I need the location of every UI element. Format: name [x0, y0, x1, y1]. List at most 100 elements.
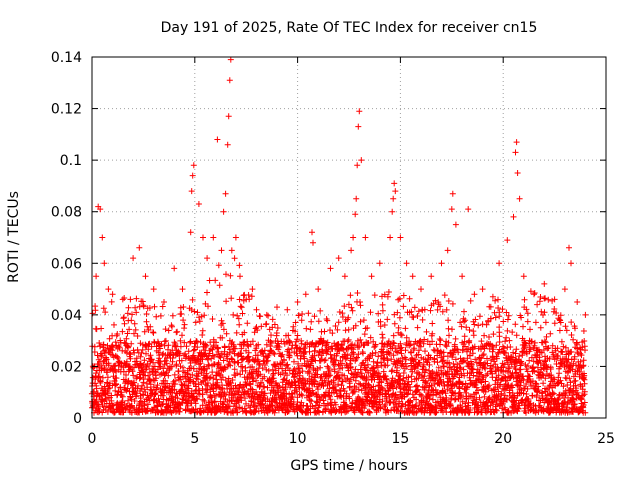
data-point	[203, 342, 210, 349]
data-point	[123, 372, 129, 378]
data-point	[471, 321, 478, 328]
data-point	[335, 255, 342, 262]
data-point	[173, 329, 180, 336]
data-point	[582, 347, 588, 354]
data-point	[580, 392, 587, 399]
data-point	[513, 332, 520, 339]
data-point	[119, 328, 126, 335]
data-point	[471, 291, 478, 298]
data-point	[294, 399, 301, 405]
data-point	[227, 272, 234, 279]
x-tick-label: 5	[190, 431, 199, 447]
data-point	[91, 343, 98, 350]
data-point	[101, 383, 108, 390]
data-point	[148, 356, 155, 363]
data-point	[351, 388, 358, 395]
data-point	[121, 295, 128, 301]
data-point	[440, 363, 447, 370]
data-point	[115, 343, 122, 350]
data-point	[464, 348, 470, 355]
data-point	[267, 338, 274, 345]
axis-ticks	[91, 56, 607, 419]
data-point	[190, 162, 197, 169]
data-point	[440, 349, 447, 356]
data-point	[437, 303, 444, 310]
data-point	[343, 390, 350, 397]
data-point	[432, 375, 439, 382]
data-point	[461, 308, 467, 315]
data-point	[574, 389, 581, 396]
data-point	[367, 334, 374, 341]
data-point	[218, 247, 225, 254]
data-point	[520, 323, 526, 330]
data-point	[101, 260, 108, 267]
data-point	[401, 380, 408, 387]
data-point	[209, 346, 216, 353]
data-point	[391, 340, 398, 347]
data-point	[112, 362, 119, 369]
data-point	[310, 389, 317, 396]
data-point	[527, 379, 534, 386]
data-point	[189, 371, 196, 378]
data-point	[332, 401, 339, 408]
data-point	[191, 308, 198, 315]
data-point	[477, 399, 484, 406]
data-point	[394, 309, 401, 316]
data-point	[199, 332, 206, 338]
data-point	[196, 314, 202, 321]
data-point	[427, 307, 434, 314]
data-point	[513, 139, 520, 146]
data-point	[429, 330, 436, 337]
data-point	[542, 295, 549, 302]
data-point	[381, 354, 388, 361]
data-point	[527, 288, 534, 295]
data-point	[156, 355, 163, 362]
data-point	[201, 312, 208, 319]
data-point	[123, 358, 130, 365]
data-point	[563, 327, 570, 334]
data-point	[568, 348, 575, 355]
data-point	[448, 206, 455, 213]
data-point	[214, 136, 221, 143]
data-point	[242, 395, 248, 402]
data-point	[187, 229, 194, 236]
data-point	[582, 311, 589, 318]
data-point	[346, 395, 353, 402]
data-point	[286, 352, 293, 359]
data-point	[355, 401, 362, 408]
data-point	[299, 392, 306, 399]
data-point	[133, 295, 140, 302]
data-point	[459, 273, 466, 280]
data-point	[502, 392, 508, 399]
data-point	[351, 409, 358, 416]
data-point	[462, 317, 469, 324]
data-point	[231, 366, 238, 373]
data-point	[305, 310, 312, 317]
data-point	[324, 400, 331, 407]
data-point	[441, 292, 448, 299]
data-point	[454, 346, 461, 353]
data-point	[345, 336, 352, 343]
data-point	[556, 316, 563, 323]
data-point	[119, 393, 126, 400]
data-point	[293, 344, 300, 351]
data-point	[440, 357, 447, 364]
data-point	[500, 318, 507, 325]
data-point	[348, 247, 355, 254]
data-point	[460, 366, 467, 373]
data-point	[321, 328, 328, 335]
data-point	[131, 398, 138, 404]
data-point	[227, 56, 234, 63]
data-point	[263, 320, 270, 327]
data-point	[218, 317, 225, 324]
data-point	[430, 387, 437, 394]
data-point	[129, 311, 135, 318]
data-point	[486, 394, 493, 401]
data-point	[492, 314, 499, 321]
data-point	[513, 369, 520, 376]
data-point	[481, 393, 488, 400]
data-point	[127, 296, 134, 303]
data-point	[301, 345, 308, 352]
data-point	[223, 271, 229, 278]
data-point	[409, 273, 416, 280]
